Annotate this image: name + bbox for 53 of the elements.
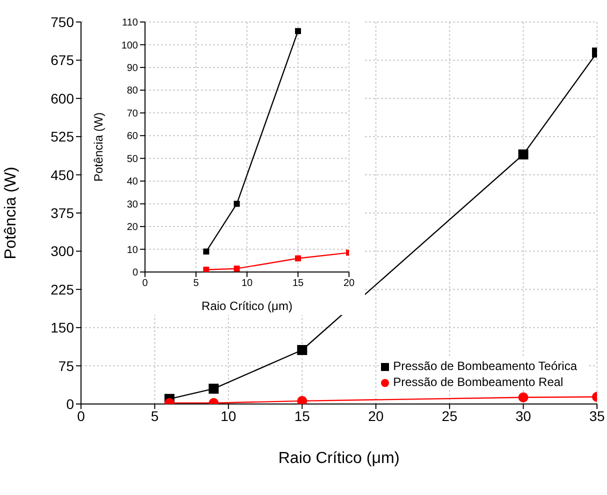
- point: [203, 266, 210, 272]
- legend-label: Pressão de Bombeamento Real: [393, 375, 564, 389]
- x-tick-label: 5: [193, 278, 200, 290]
- y-tick-label: 225: [50, 281, 74, 298]
- y-tick-label: 30: [126, 199, 138, 210]
- point: [518, 149, 528, 160]
- y-tick-label: 110: [122, 18, 138, 29]
- point: [234, 266, 240, 272]
- point: [297, 345, 308, 356]
- x-tick-label: 15: [294, 408, 310, 424]
- y-tick-label: 80: [126, 86, 138, 97]
- x-tick-label: 30: [515, 408, 532, 424]
- x-tick-label: 35: [589, 408, 605, 424]
- y-tick-label: 75: [58, 358, 74, 374]
- x-tick-label: 5: [150, 408, 159, 424]
- point: [295, 255, 301, 262]
- x-tick-label: 0: [142, 278, 148, 290]
- y-tick-label: 40: [126, 176, 138, 188]
- y-tick-label: 50: [126, 154, 138, 165]
- point: [297, 396, 308, 404]
- x-tick-label: 20: [368, 408, 384, 424]
- y-tick-label: 20: [126, 222, 138, 234]
- y-tick-label: 450: [50, 166, 74, 183]
- point: [203, 248, 210, 255]
- y-tick-label: 90: [126, 63, 138, 74]
- point: [518, 392, 528, 402]
- y-tick-label: 60: [126, 131, 138, 142]
- y-tick-label: 100: [121, 40, 138, 52]
- x-tick-label: 0: [77, 408, 86, 424]
- y-tick-label: 750: [50, 14, 74, 30]
- x-tick-label: 10: [241, 278, 253, 290]
- x-tick-label: 25: [442, 408, 458, 424]
- x-tick-label: 15: [292, 278, 304, 290]
- point: [234, 200, 240, 207]
- y-tick-label: 525: [50, 128, 74, 145]
- y-axis-title: Potência (W): [91, 112, 106, 182]
- y-tick-label: 10: [126, 244, 138, 256]
- y-tick-label: 675: [50, 52, 74, 68]
- x-tick-label: 10: [220, 408, 236, 424]
- point: [295, 28, 301, 34]
- y-tick-label: 375: [50, 204, 74, 221]
- y-tick-label: 0: [66, 396, 74, 412]
- y-tick-label: 0: [132, 268, 138, 279]
- point: [208, 384, 219, 394]
- x-axis-title: Raio Crítico (μm): [278, 450, 400, 467]
- y-axis-title: Potência (W): [2, 166, 20, 260]
- y-tick-label: 70: [126, 108, 138, 120]
- x-axis-title: Raio Crítico (μm): [202, 299, 292, 313]
- y-tick-label: 600: [50, 90, 74, 106]
- x-tick-label: 20: [343, 278, 355, 290]
- y-tick-label: 150: [50, 320, 74, 336]
- legend-label: Pressão de Bombeamento Teórica: [393, 359, 577, 373]
- y-tick-label: 300: [50, 243, 74, 260]
